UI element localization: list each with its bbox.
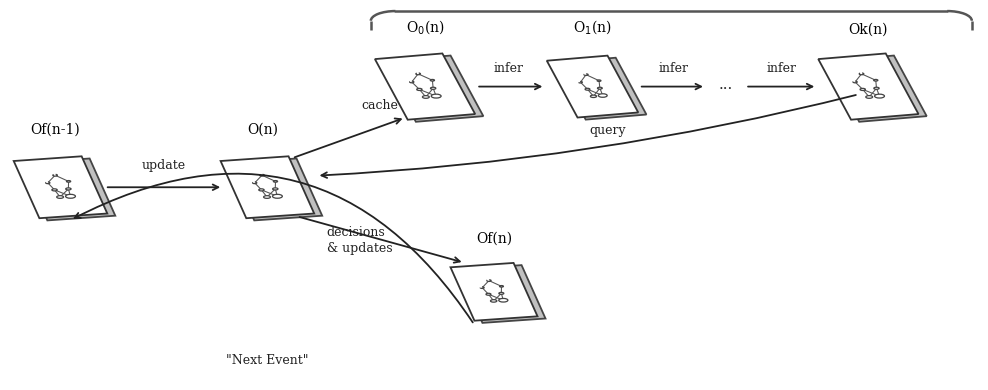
Circle shape xyxy=(873,80,878,81)
Text: "Next Event": "Next Event" xyxy=(226,354,308,367)
Circle shape xyxy=(423,96,429,98)
Circle shape xyxy=(874,94,884,98)
FancyArrowPatch shape xyxy=(641,84,701,89)
Circle shape xyxy=(273,194,283,198)
Circle shape xyxy=(431,94,441,98)
Text: Of(n-1): Of(n-1) xyxy=(31,123,80,137)
Polygon shape xyxy=(14,156,108,218)
Text: Of(n): Of(n) xyxy=(476,231,512,245)
Circle shape xyxy=(52,174,57,176)
Circle shape xyxy=(431,87,436,89)
Circle shape xyxy=(597,80,601,82)
Polygon shape xyxy=(818,53,919,120)
Polygon shape xyxy=(555,58,646,120)
FancyArrowPatch shape xyxy=(748,84,812,89)
Text: infer: infer xyxy=(766,62,796,75)
FancyArrowPatch shape xyxy=(75,174,472,323)
FancyArrowPatch shape xyxy=(479,84,540,89)
Circle shape xyxy=(264,196,271,199)
Circle shape xyxy=(410,81,414,83)
Polygon shape xyxy=(826,55,927,122)
Circle shape xyxy=(417,89,422,90)
FancyArrowPatch shape xyxy=(294,119,401,157)
Circle shape xyxy=(499,298,508,302)
Polygon shape xyxy=(451,263,537,321)
Circle shape xyxy=(591,95,597,98)
FancyArrowPatch shape xyxy=(108,184,218,190)
Circle shape xyxy=(860,73,864,75)
Circle shape xyxy=(56,196,63,199)
Polygon shape xyxy=(228,158,322,220)
Text: O$_0$(n): O$_0$(n) xyxy=(406,18,445,36)
Circle shape xyxy=(52,189,57,191)
Circle shape xyxy=(273,188,278,190)
Circle shape xyxy=(253,182,257,184)
Circle shape xyxy=(499,292,504,294)
Text: cache: cache xyxy=(361,99,398,112)
Text: O$_1$(n): O$_1$(n) xyxy=(573,18,612,36)
Text: update: update xyxy=(142,159,186,172)
Circle shape xyxy=(873,87,879,89)
Circle shape xyxy=(579,82,582,83)
Circle shape xyxy=(274,181,278,182)
Circle shape xyxy=(480,287,484,289)
Circle shape xyxy=(65,194,75,198)
FancyArrowPatch shape xyxy=(299,217,459,263)
Polygon shape xyxy=(374,53,475,120)
Circle shape xyxy=(66,188,71,190)
Text: query: query xyxy=(589,124,625,137)
Circle shape xyxy=(431,80,435,81)
Circle shape xyxy=(259,189,264,191)
Circle shape xyxy=(260,174,264,176)
Circle shape xyxy=(599,94,608,97)
Circle shape xyxy=(66,181,71,182)
Circle shape xyxy=(500,285,504,287)
Text: ...: ... xyxy=(718,78,733,92)
Text: Ok(n): Ok(n) xyxy=(849,22,888,36)
Polygon shape xyxy=(458,265,545,323)
Circle shape xyxy=(45,182,49,184)
FancyArrowPatch shape xyxy=(321,95,856,178)
Text: infer: infer xyxy=(494,62,524,75)
Text: decisions
& updates: decisions & updates xyxy=(326,226,392,255)
Circle shape xyxy=(584,74,588,75)
Circle shape xyxy=(486,293,491,295)
Circle shape xyxy=(861,89,865,90)
Text: O(n): O(n) xyxy=(247,123,278,137)
Polygon shape xyxy=(546,56,638,117)
Circle shape xyxy=(416,73,421,75)
Circle shape xyxy=(865,96,872,98)
Circle shape xyxy=(585,88,590,90)
Circle shape xyxy=(853,81,858,83)
Polygon shape xyxy=(383,55,483,122)
Polygon shape xyxy=(220,156,314,218)
Circle shape xyxy=(487,280,491,282)
Circle shape xyxy=(490,300,497,302)
Circle shape xyxy=(598,87,603,89)
Polygon shape xyxy=(22,158,116,220)
Text: infer: infer xyxy=(658,62,689,75)
